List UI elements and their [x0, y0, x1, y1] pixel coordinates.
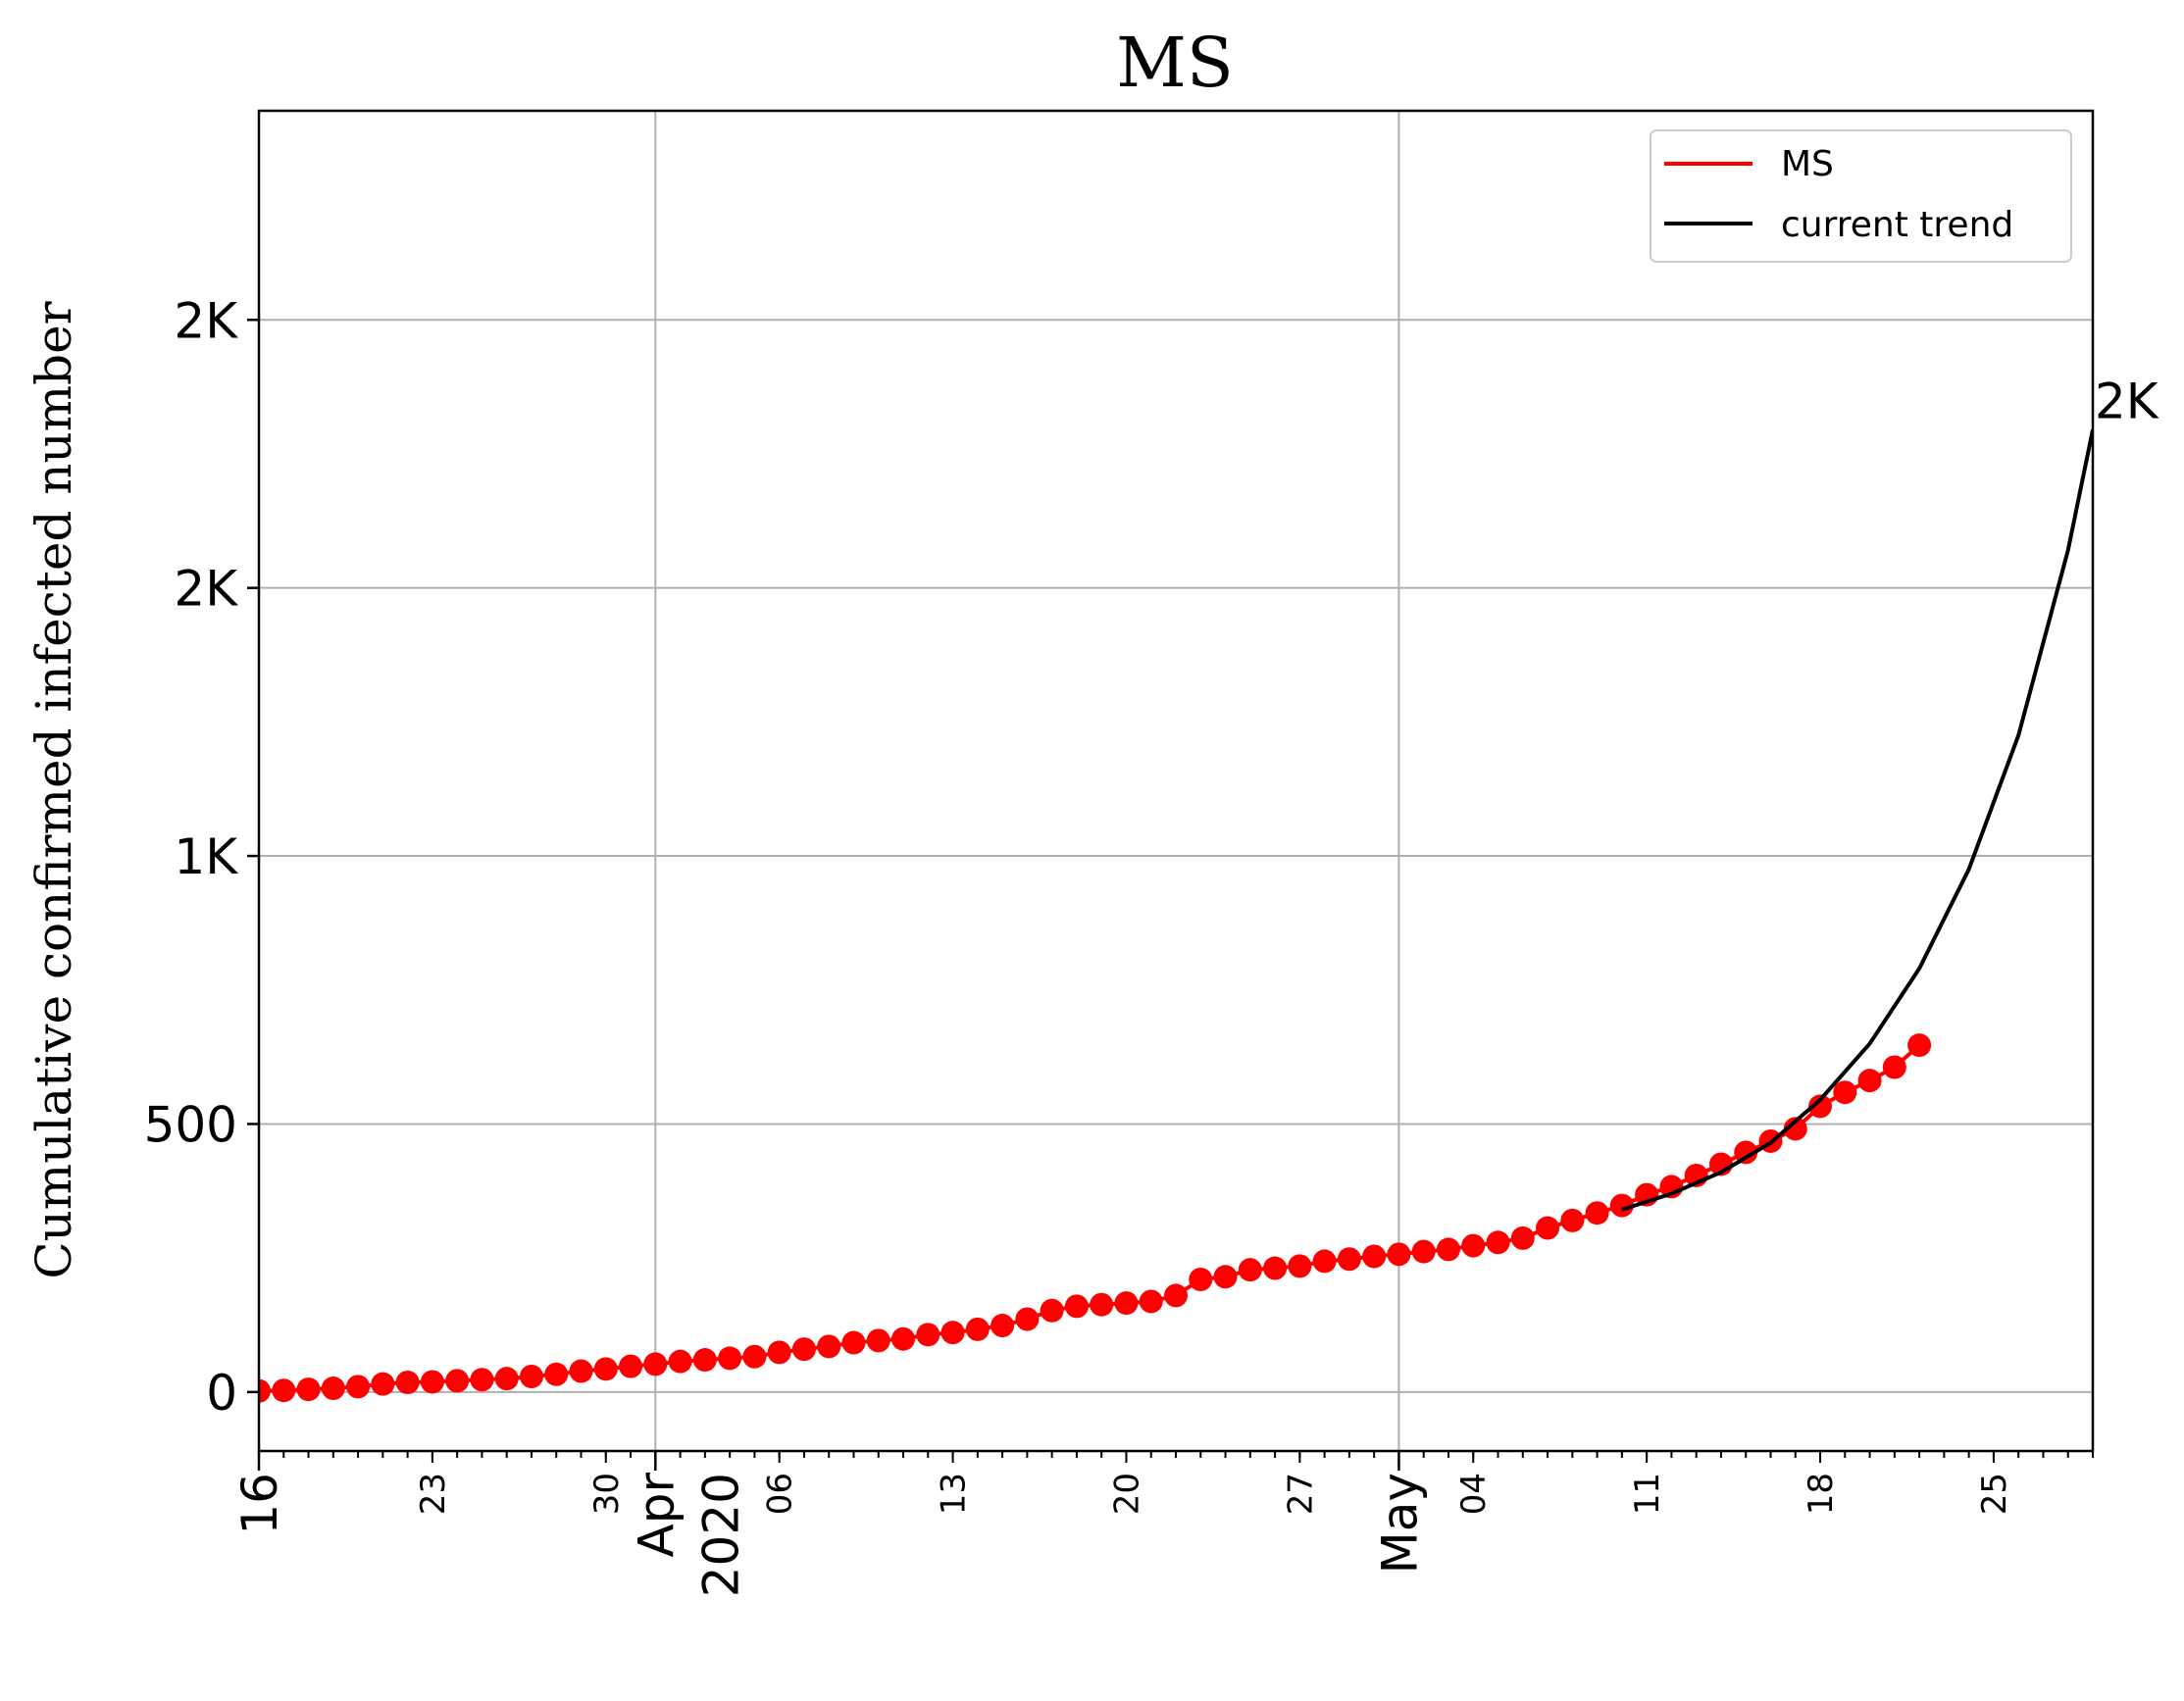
data-point: [1114, 1291, 1139, 1316]
x-minor-tick-label: 18: [1802, 1473, 1841, 1515]
y-tick-label: 2K: [174, 292, 238, 349]
data-point: [692, 1348, 717, 1373]
data-point: [1015, 1307, 1040, 1331]
data-point: [742, 1344, 767, 1369]
data-point: [1387, 1242, 1411, 1267]
data-point: [593, 1357, 618, 1381]
data-point: [866, 1328, 890, 1353]
series-line-current-trend: [1621, 428, 2093, 1212]
y-tick-label: 2K: [174, 561, 238, 618]
data-point: [296, 1377, 321, 1402]
data-point: [990, 1314, 1015, 1338]
data-point: [718, 1346, 742, 1371]
data-point: [965, 1317, 990, 1341]
data-point: [1288, 1254, 1312, 1278]
data-point: [1362, 1244, 1387, 1269]
data-point: [1238, 1258, 1262, 1282]
data-point: [1164, 1283, 1188, 1308]
legend-frame: [1650, 129, 2072, 263]
data-point: [1585, 1201, 1609, 1226]
data-point: [445, 1369, 470, 1393]
data-point: [1882, 1055, 1906, 1079]
data-point: [1833, 1080, 1857, 1105]
x-minor-tick-label: 20: [1107, 1473, 1146, 1515]
legend-label-current-trend: current trend: [1781, 205, 2013, 245]
y-tick-label: 1K: [174, 828, 238, 885]
data-point: [817, 1334, 841, 1359]
chart-title: MS: [1116, 23, 1234, 103]
x-major-tick-label: May: [1371, 1473, 1428, 1574]
data-point: [619, 1354, 643, 1378]
data-point: [1411, 1239, 1436, 1264]
data-point: [470, 1368, 494, 1392]
x-minor-tick-label: 23: [414, 1473, 453, 1515]
data-point: [1560, 1208, 1585, 1232]
data-point: [544, 1362, 569, 1386]
data-point: [1734, 1140, 1758, 1165]
data-point: [371, 1372, 395, 1396]
plot-background: [259, 111, 2093, 1451]
y-tick-label: 0: [206, 1365, 237, 1422]
x-major-tick-label: 16: [231, 1473, 288, 1535]
data-point: [1312, 1249, 1337, 1274]
data-point: [1263, 1256, 1288, 1280]
data-point: [420, 1370, 444, 1394]
data-point: [841, 1330, 866, 1355]
data-point: [916, 1323, 940, 1347]
data-point: [1337, 1247, 1361, 1272]
data-point: [1510, 1226, 1535, 1250]
data-point: [1808, 1094, 1833, 1119]
data-point: [259, 1378, 271, 1403]
data-point: [891, 1326, 916, 1351]
data-point: [668, 1349, 692, 1374]
data-point: [1783, 1117, 1807, 1141]
data-point: [1857, 1069, 1882, 1093]
data-point: [1139, 1289, 1163, 1314]
trend-end-label: 2K: [2095, 373, 2159, 429]
data-point: [1609, 1193, 1634, 1218]
data-point: [1090, 1292, 1114, 1317]
plot-area: 0 500 1K 2K 2K 23 30 06 13 20 27 04 11 18 25 16 Apr 2020 M…: [144, 109, 2159, 1597]
y-tick-label: 500: [144, 1096, 237, 1153]
data-point: [1064, 1294, 1089, 1319]
data-point: [767, 1340, 791, 1365]
data-point: [791, 1337, 816, 1362]
data-point: [395, 1371, 420, 1395]
data-point: [1436, 1237, 1460, 1262]
data-point: [1907, 1033, 1932, 1058]
x-minor-tick-label: 06: [761, 1473, 800, 1515]
legend: MS current trend: [1650, 129, 2072, 263]
data-point: [272, 1378, 296, 1403]
x-minor-tick-label: 04: [1454, 1473, 1494, 1515]
x-minor-tick-label: 13: [935, 1473, 974, 1515]
legend-label-ms: MS: [1781, 144, 1834, 184]
x-major-tick-label: Apr: [628, 1473, 685, 1558]
data-point: [1040, 1298, 1064, 1323]
x-major-tick-label: 2020: [692, 1473, 749, 1597]
data-point: [494, 1367, 519, 1391]
data-point: [643, 1352, 668, 1376]
data-point: [1486, 1230, 1510, 1255]
data-point: [1536, 1216, 1560, 1240]
data-point: [940, 1321, 965, 1345]
data-point: [1461, 1233, 1486, 1258]
data-point: [1213, 1265, 1238, 1289]
data-point: [321, 1376, 345, 1401]
data-point: [1189, 1268, 1213, 1292]
data-point: [569, 1359, 593, 1383]
x-minor-tick-label: 30: [587, 1473, 627, 1515]
x-minor-tick-label: 25: [1975, 1473, 2014, 1515]
x-minor-tick-label: 11: [1628, 1473, 1667, 1515]
x-minor-tick-label: 27: [1281, 1473, 1320, 1515]
y-axis-label: Cumulative confirmed infected number: [25, 301, 82, 1278]
data-point: [519, 1364, 543, 1388]
data-point: [346, 1375, 371, 1399]
